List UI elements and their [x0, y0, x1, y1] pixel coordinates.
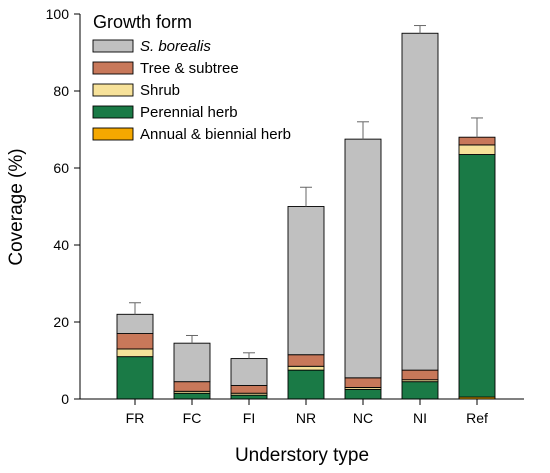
y-axis-label: Coverage (%) [6, 148, 27, 265]
legend-label: Shrub [140, 82, 180, 99]
x-tick-label: NC [353, 410, 373, 426]
x-tick-label: FI [243, 410, 255, 426]
y-tick-label: 20 [53, 314, 69, 330]
legend-label: Tree & subtree [140, 60, 239, 77]
legend-label: S. borealis [140, 38, 211, 55]
bar-segment [230, 394, 268, 400]
x-tick-label: FC [183, 410, 202, 426]
bar-segment [458, 136, 496, 146]
bar-segment [344, 388, 382, 400]
legend: Growth form S. borealis Tree & subtree Shr… [92, 12, 291, 143]
legend-swatch [92, 105, 134, 119]
x-tick-label: NI [413, 410, 427, 426]
bar-segment [116, 348, 154, 358]
legend-swatch [92, 61, 134, 75]
bar-segment [173, 392, 211, 400]
bar-segment [287, 365, 325, 371]
bar-segment [116, 313, 154, 334]
x-tick-label: Ref [466, 410, 488, 426]
bars-layer [116, 32, 496, 400]
y-tick-label: 60 [53, 160, 69, 176]
legend-title: Growth form [93, 12, 192, 32]
bar-segment [116, 333, 154, 350]
bar-segment [458, 154, 496, 398]
x-tick-label: FR [126, 410, 145, 426]
x-tick-label: NR [296, 410, 316, 426]
y-tick-label: 80 [53, 83, 69, 99]
bar-segment [344, 138, 382, 379]
error-bars-layer [129, 25, 483, 359]
legend-label: Perennial herb [140, 104, 238, 121]
y-tick-label: 40 [53, 237, 69, 253]
bar-segment [287, 354, 325, 367]
bar-segment [458, 144, 496, 155]
bar-segment [173, 381, 211, 392]
bar-segment [230, 385, 268, 394]
bar-segment [173, 342, 211, 383]
bar-segment [230, 358, 268, 386]
bar-segment [401, 381, 439, 400]
bar-segment [344, 377, 382, 388]
legend-swatch [92, 83, 134, 97]
y-tick-label: 100 [46, 6, 70, 22]
x-axis-label: Understory type [235, 445, 369, 466]
legend-swatch [92, 127, 134, 141]
bar-segment [287, 206, 325, 356]
y-tick-label: 0 [61, 391, 69, 407]
legend-label: Annual & biennial herb [140, 126, 291, 143]
bar-segment [401, 369, 439, 381]
axes-layer [79, 14, 524, 400]
bar-segment [401, 32, 439, 371]
legend-swatch [92, 39, 134, 53]
bar-segment [116, 356, 154, 400]
y-ticks-layer: 0 20 40 60 80 100 [46, 6, 80, 407]
bar-segment [287, 369, 325, 400]
x-ticks-layer: FR FC FI NR NC NI Ref [126, 399, 488, 426]
